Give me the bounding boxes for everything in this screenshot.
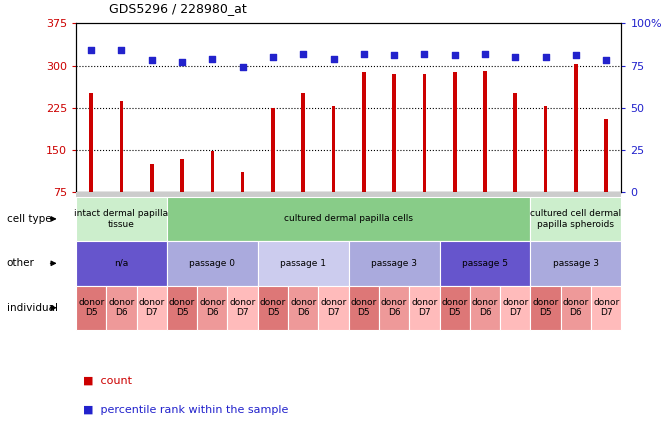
Text: donor
D7: donor D7 — [321, 298, 346, 317]
Point — [480, 50, 490, 57]
Point — [298, 50, 309, 57]
Bar — [422, 74, 426, 192]
Point — [601, 57, 611, 64]
Point — [540, 54, 551, 60]
Point — [419, 50, 430, 57]
Text: other: other — [7, 258, 34, 268]
Point — [358, 50, 369, 57]
Bar — [271, 108, 275, 192]
Point — [207, 55, 217, 62]
Bar — [392, 74, 396, 192]
Text: donor
D6: donor D6 — [290, 298, 317, 317]
Text: donor
D7: donor D7 — [593, 298, 619, 317]
Text: donor
D5: donor D5 — [260, 298, 286, 317]
Text: donor
D5: donor D5 — [169, 298, 195, 317]
Text: donor
D6: donor D6 — [108, 298, 135, 317]
Text: donor
D5: donor D5 — [351, 298, 377, 317]
Bar — [362, 72, 366, 192]
Text: donor
D6: donor D6 — [563, 298, 589, 317]
Text: donor
D6: donor D6 — [199, 298, 225, 317]
Text: donor
D5: donor D5 — [78, 298, 104, 317]
Text: cell type: cell type — [7, 214, 52, 224]
Bar — [332, 106, 335, 192]
Bar — [301, 93, 305, 192]
Text: donor
D7: donor D7 — [139, 298, 165, 317]
Text: donor
D5: donor D5 — [533, 298, 559, 317]
Text: passage 5: passage 5 — [462, 259, 508, 268]
Text: cultured cell dermal
papilla spheroids: cultured cell dermal papilla spheroids — [530, 209, 621, 228]
Text: passage 1: passage 1 — [280, 259, 327, 268]
Bar — [544, 106, 547, 192]
Bar — [483, 71, 486, 192]
Point — [329, 55, 339, 62]
Bar — [514, 93, 517, 192]
Text: donor
D7: donor D7 — [229, 298, 256, 317]
Text: ■  count: ■ count — [83, 376, 132, 386]
Text: intact dermal papilla
tissue: intact dermal papilla tissue — [75, 209, 169, 228]
Point — [510, 54, 521, 60]
Bar — [120, 101, 123, 192]
Text: donor
D7: donor D7 — [502, 298, 528, 317]
Text: passage 0: passage 0 — [189, 259, 235, 268]
Text: donor
D6: donor D6 — [472, 298, 498, 317]
Point — [147, 57, 157, 64]
Text: passage 3: passage 3 — [371, 259, 417, 268]
Text: ■  percentile rank within the sample: ■ percentile rank within the sample — [83, 405, 288, 415]
Point — [389, 52, 399, 59]
Text: GDS5296 / 228980_at: GDS5296 / 228980_at — [109, 2, 247, 15]
Text: passage 3: passage 3 — [553, 259, 599, 268]
Text: n/a: n/a — [114, 259, 129, 268]
Point — [570, 52, 581, 59]
Point — [86, 47, 97, 54]
Bar — [241, 172, 245, 192]
Point — [268, 54, 278, 60]
Bar — [150, 164, 153, 192]
Text: cultured dermal papilla cells: cultured dermal papilla cells — [284, 214, 413, 223]
Point — [237, 64, 248, 71]
Text: donor
D7: donor D7 — [411, 298, 438, 317]
Point — [449, 52, 460, 59]
Bar — [453, 72, 457, 192]
Text: individual: individual — [7, 303, 58, 313]
Text: donor
D5: donor D5 — [442, 298, 468, 317]
Text: donor
D6: donor D6 — [381, 298, 407, 317]
Bar — [89, 93, 93, 192]
Point — [176, 59, 187, 66]
Point — [116, 47, 127, 54]
Bar — [604, 119, 608, 192]
Bar — [210, 151, 214, 192]
Bar — [574, 64, 578, 192]
Bar — [180, 159, 184, 192]
